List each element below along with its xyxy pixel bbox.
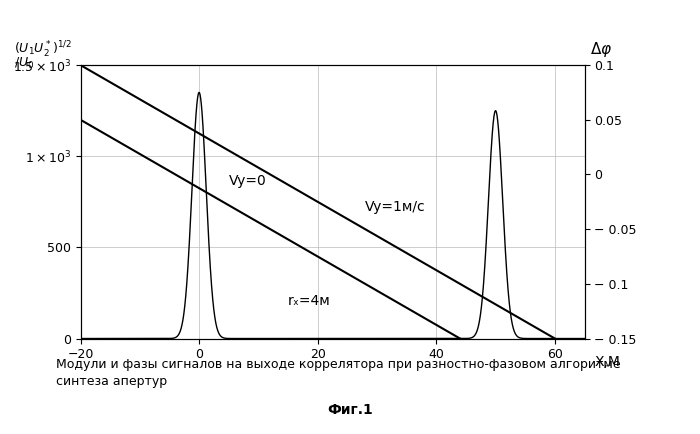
Text: rₓ=4м: rₓ=4м bbox=[288, 294, 331, 308]
Text: Vy=1м/с: Vy=1м/с bbox=[365, 200, 426, 214]
Text: $(U_1U_2^*)^{1/2}$: $(U_1U_2^*)^{1/2}$ bbox=[14, 40, 72, 60]
Text: X,M: X,M bbox=[594, 355, 620, 369]
Text: Модули и фазы сигналов на выходе коррелятора при разностно-фазовом алгоритме: Модули и фазы сигналов на выходе корреля… bbox=[56, 358, 621, 371]
Text: синтеза апертур: синтеза апертур bbox=[56, 375, 167, 388]
Text: $\Delta\varphi$: $\Delta\varphi$ bbox=[590, 40, 612, 59]
Text: $/U_0$: $/U_0$ bbox=[14, 56, 34, 71]
Text: Фиг.1: Фиг.1 bbox=[327, 403, 373, 417]
Text: Vy=0: Vy=0 bbox=[229, 174, 267, 188]
